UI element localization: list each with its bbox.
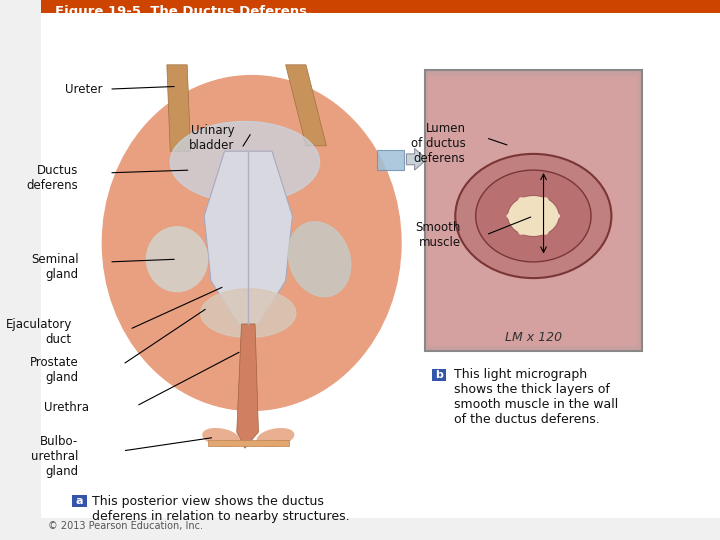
Text: b: b: [435, 370, 443, 380]
Ellipse shape: [257, 429, 294, 446]
Text: LM x 120: LM x 120: [505, 331, 562, 344]
Ellipse shape: [170, 122, 320, 202]
Text: Urethra: Urethra: [44, 401, 89, 414]
Text: This light micrograph
shows the thick layers of
smooth muscle in the wall
of the: This light micrograph shows the thick la…: [454, 368, 618, 426]
Ellipse shape: [203, 429, 239, 446]
Polygon shape: [204, 151, 292, 324]
Ellipse shape: [288, 222, 351, 296]
Bar: [377, 150, 405, 170]
Polygon shape: [167, 65, 191, 151]
Polygon shape: [237, 324, 258, 448]
Text: Ejaculatory
duct: Ejaculatory duct: [6, 318, 72, 346]
Bar: [428, 76, 637, 346]
Ellipse shape: [201, 289, 296, 338]
Ellipse shape: [518, 197, 534, 214]
Bar: [431, 369, 446, 381]
Ellipse shape: [536, 211, 560, 221]
Circle shape: [508, 195, 559, 237]
Ellipse shape: [102, 76, 401, 410]
Text: Seminal
gland: Seminal gland: [31, 253, 78, 281]
Text: This posterior view shows the ductus
deferens in relation to nearby structures.: This posterior view shows the ductus def…: [92, 495, 350, 523]
Bar: [72, 495, 86, 507]
Circle shape: [476, 170, 591, 262]
Polygon shape: [286, 65, 326, 146]
Text: Prostate
gland: Prostate gland: [30, 356, 78, 384]
Text: Bulbo-
urethral
gland: Bulbo- urethral gland: [31, 435, 78, 478]
Text: a: a: [76, 496, 83, 505]
Text: Figure 19-5  The Ductus Deferens.: Figure 19-5 The Ductus Deferens.: [55, 5, 312, 18]
Ellipse shape: [507, 211, 531, 221]
Circle shape: [455, 154, 611, 278]
Ellipse shape: [533, 218, 549, 235]
Text: Ureter: Ureter: [65, 83, 102, 96]
Polygon shape: [207, 440, 289, 445]
Text: Ductus
deferens: Ductus deferens: [27, 164, 78, 192]
Text: © 2013 Pearson Education, Inc.: © 2013 Pearson Education, Inc.: [48, 522, 203, 531]
Ellipse shape: [533, 197, 549, 214]
Polygon shape: [406, 148, 427, 170]
Text: Urinary
bladder: Urinary bladder: [189, 124, 235, 152]
Text: Smooth
muscle: Smooth muscle: [415, 221, 461, 249]
Text: Lumen
of ductus
deferens: Lumen of ductus deferens: [410, 122, 465, 165]
Bar: [41, 0, 720, 30]
Bar: [425, 70, 642, 351]
Ellipse shape: [518, 218, 534, 235]
Ellipse shape: [146, 227, 207, 292]
